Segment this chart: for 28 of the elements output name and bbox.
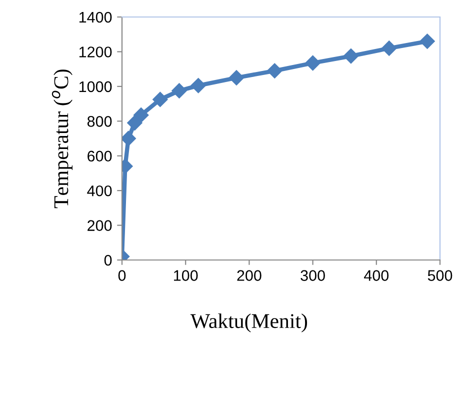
point [127,115,142,130]
y-tick-label: 800 [87,116,112,127]
x-tick-label: 0 [118,270,126,281]
point [305,55,320,71]
point [420,34,435,49]
x-tick-label: 300 [300,270,325,281]
y-tick-label: 400 [87,185,112,196]
x-tick-label: 100 [174,270,198,281]
point [267,63,282,78]
y-tick-label: 0 [104,254,112,266]
y-tick-label: 1200 [79,46,112,58]
y-axis-title: Temperatur ($^{o}$C) [52,70,72,208]
point [382,40,397,56]
y-tick-label: 1000 [79,81,112,92]
point [122,130,136,146]
point [190,78,206,94]
point [152,92,168,108]
x-tick-label: 400 [364,270,389,281]
y-tick-label: 1400 [79,12,112,23]
y-tick-label: 600 [88,150,112,162]
point [134,108,149,123]
x-axis-title: Waktu(Menit) [190,313,308,332]
point [343,48,359,64]
y-tick-label: 200 [88,220,112,231]
x-tick-label: 500 [428,270,452,281]
point [228,70,244,86]
x-tick-label: 200 [237,270,262,281]
point [172,83,187,98]
